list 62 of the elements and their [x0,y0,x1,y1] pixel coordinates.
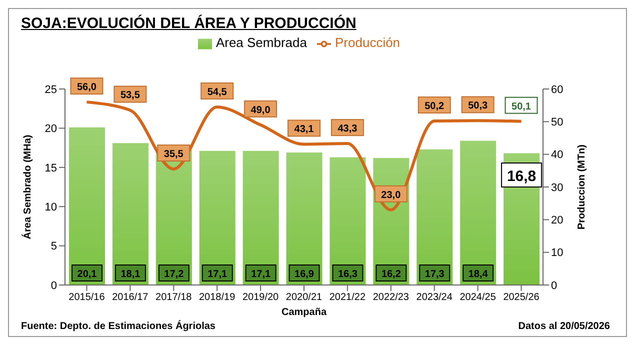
data-label: 53,5 [120,90,140,102]
x-tick-label: 2025/26 [503,292,540,304]
y-tick-label: 10 [44,202,57,214]
chart-title: SOJA:EVOLUCIÓN DEL ÁREA Y PRODUCCIÓN [21,15,356,32]
bar [69,127,105,285]
data-label: 17,1 [251,269,271,280]
x-tick-label: 2017/18 [156,292,192,304]
y-axis-title: Área Sembrado (MHa) [22,134,34,240]
bar [112,143,148,285]
x-tick-label: 2024/25 [460,292,496,304]
x-tick-label: 2015/16 [68,292,106,304]
x-tick-label: 2018/19 [199,292,236,304]
data-label: 16,9 [294,269,314,280]
data-label: 20,1 [77,269,98,280]
bar [460,140,496,285]
y2-tick-label: 60 [551,84,564,96]
y2-tick-label: 50 [551,116,564,129]
text: Datos al 20/05/2026 [518,321,610,332]
data-label: 16,8 [506,168,536,185]
data-label: 17,3 [424,269,445,280]
data-label: 43,1 [294,124,314,136]
data-label: 23,0 [381,190,402,201]
y-tick-label: 0 [50,280,57,292]
data-label: 50,2 [424,101,445,112]
y-tick-label: 15 [44,162,57,174]
x-axis-title: Campaña [281,307,327,318]
data-label: 43,3 [338,124,358,135]
bar [330,157,366,285]
source-note: Fuente: Depto. de Estimaciones Ágriolas [21,321,216,332]
bar [242,150,279,285]
data-label: 16,3 [338,269,358,280]
data-label: 50,3 [468,100,488,112]
data-label: 16,2 [381,269,402,280]
x-tick-label: 2016/17 [112,292,149,304]
bar [199,150,236,285]
y2-tick-label: 20 [551,214,564,227]
data-label: 35,5 [164,149,184,160]
data-label: 18,4 [468,269,488,280]
y2-tick-label: 40 [551,149,564,162]
data-label: 17,2 [164,269,184,280]
bar [416,149,453,285]
y-tick-label: 25 [44,84,57,96]
data-label: 18,1 [120,269,141,280]
data-label: 56,0 [76,82,97,94]
y-tick-label: 5 [50,240,57,253]
data-label: 54,5 [207,86,228,98]
x-tick-label: 2023/24 [416,292,453,304]
x-tick-label: 2021/22 [329,292,366,304]
data-label: 50,1 [512,101,532,112]
legend-label: Producción [335,35,400,50]
legend-label: Area Sembrada [216,35,307,50]
x-tick-label: 2019/20 [242,292,280,304]
bar [286,152,322,285]
y2-axis-title: Produccion (MTn) [576,144,588,230]
data-label: 49,0 [250,104,271,116]
y2-tick-label: 30 [551,182,564,194]
x-tick-label: 2022/23 [372,292,410,304]
y-tick-label: 20 [44,123,57,136]
y2-tick-label: 0 [551,280,558,292]
y2-tick-label: 10 [551,247,564,260]
x-tick-label: 2020/21 [286,292,323,304]
data-label: 17,1 [208,269,228,280]
